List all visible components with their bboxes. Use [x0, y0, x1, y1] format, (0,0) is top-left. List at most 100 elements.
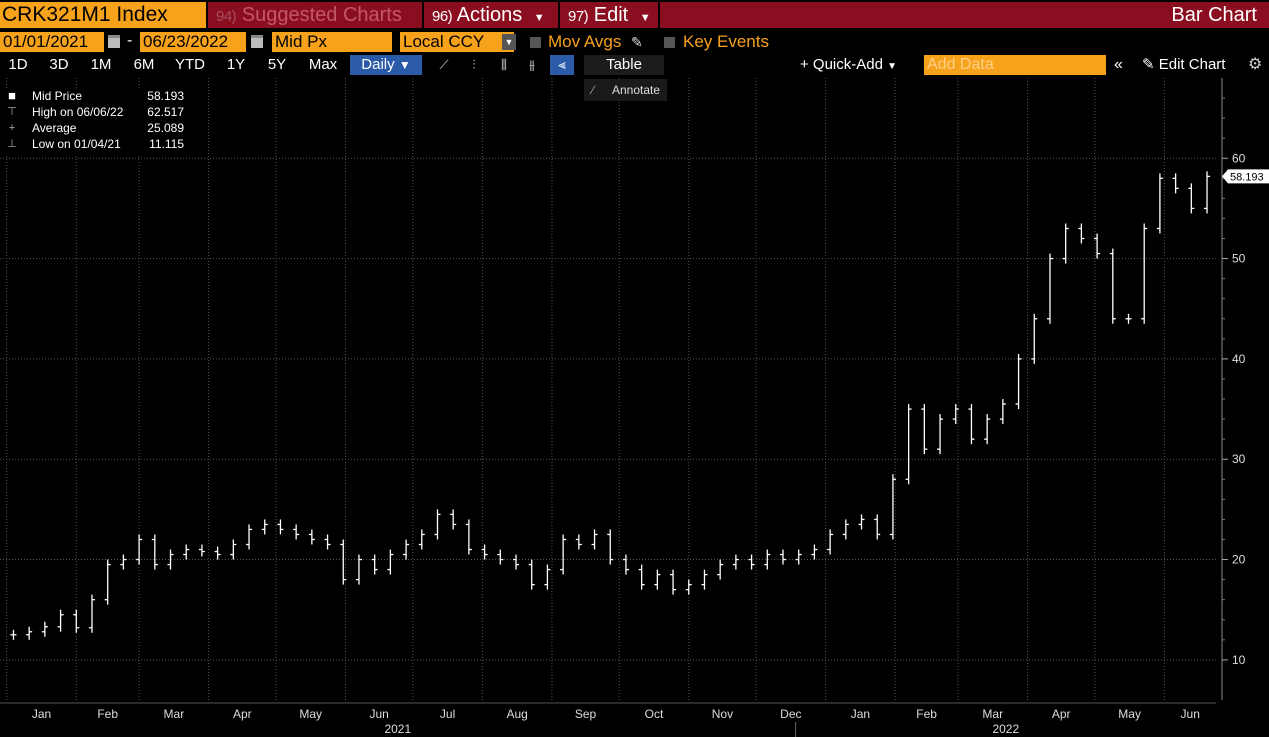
calendar-icon[interactable]: [251, 35, 263, 48]
controls-bar: 01/01/2021 - 06/23/2022 Mid Px Local CCY…: [0, 31, 1269, 53]
ticker-field[interactable]: CRK321M1 Index: [0, 2, 206, 28]
mov-avgs-label[interactable]: Mov Avgs: [548, 32, 622, 51]
year-label: 2021: [384, 722, 411, 736]
grid-layer: [0, 78, 1216, 700]
price-bar: [732, 554, 739, 570]
price-bar: [371, 554, 378, 575]
x-tick-label: Aug: [506, 707, 527, 721]
period-5y-button[interactable]: 5Y: [267, 56, 287, 73]
y-tick-label: 30: [1232, 452, 1246, 466]
price-bar: [246, 524, 253, 550]
pencil-icon[interactable]: ✎: [631, 34, 643, 50]
ohlc-chart-icon[interactable]: ⫶: [472, 57, 476, 72]
x-tick-label: Jan: [32, 707, 51, 721]
price-bar: [387, 549, 394, 575]
price-bar: [889, 474, 896, 540]
price-bar: [465, 519, 472, 555]
start-date-field[interactable]: 01/01/2021: [0, 32, 104, 52]
x-tick-label: Oct: [645, 707, 664, 721]
x-tick-label: Jun: [369, 707, 388, 721]
price-bar: [1062, 223, 1069, 264]
legend-value: 11.115: [149, 137, 184, 151]
mov-avgs-checkbox[interactable]: [530, 37, 541, 48]
candle-chart-icon[interactable]: ⫼: [501, 57, 507, 72]
suggested-charts-label: Suggested Charts: [241, 4, 402, 26]
price-bar: [811, 544, 818, 560]
price-bar: [481, 544, 488, 560]
legend-item[interactable]: ■ Mid Price 58.193: [6, 88, 186, 104]
price-bar: [670, 569, 677, 595]
x-tick-label: Jun: [1181, 707, 1200, 721]
price-bar: [1141, 223, 1148, 324]
axis-layer: Jan Feb Mar Apr May Jun Jul Aug Sep Oct Nov Dec Jan F…: [0, 78, 1269, 737]
frequency-select[interactable]: Daily ▼: [350, 55, 422, 75]
period-6m-button[interactable]: 6M: [133, 56, 155, 73]
period-max-button[interactable]: Max: [308, 56, 338, 73]
price-bar: [1125, 313, 1132, 324]
annotate-button[interactable]: ⁄ Annotate: [584, 79, 667, 101]
collapse-icon[interactable]: «: [1114, 56, 1123, 73]
price-bar: [434, 509, 441, 540]
period-1y-button[interactable]: 1Y: [226, 56, 246, 73]
high-marker-icon: ⊤: [7, 106, 17, 118]
y-tick-label: 10: [1232, 653, 1246, 667]
key-events-checkbox[interactable]: [664, 37, 675, 48]
price-bar: [1046, 253, 1053, 324]
add-data-input[interactable]: Add Data: [924, 55, 1106, 75]
price-bar: [968, 404, 975, 445]
x-tick-label: Mar: [164, 707, 185, 721]
price-bar: [779, 549, 786, 565]
chevron-down-icon[interactable]: ▼: [502, 34, 516, 50]
end-date-field[interactable]: 06/23/2022: [140, 32, 246, 52]
currency-select[interactable]: Local CCY: [400, 32, 514, 52]
price-bar: [528, 559, 535, 590]
period-ytd-button[interactable]: YTD: [175, 56, 205, 73]
price-bar: [858, 514, 865, 530]
price-field-select[interactable]: Mid Px: [272, 32, 392, 52]
period-3d-button[interactable]: 3D: [49, 56, 69, 73]
y-tick-label: 50: [1232, 252, 1246, 266]
price-bar: [1094, 233, 1101, 259]
x-tick-label: Sep: [575, 707, 597, 721]
y-tick-label: 40: [1232, 352, 1246, 366]
price-bar: [136, 534, 143, 565]
pencil-icon: ✎: [1142, 56, 1155, 73]
price-bar: [183, 544, 190, 560]
price-bar: [73, 609, 80, 633]
line-chart-icon[interactable]: ⟋: [439, 57, 449, 72]
actions-menu-button[interactable]: 96) Actions ▼: [424, 2, 558, 28]
chart-legend: ■ Mid Price 58.193 ⊤ High on 06/06/22 62…: [6, 88, 186, 154]
table-button[interactable]: Table: [584, 55, 664, 75]
price-bar: [874, 514, 881, 540]
price-bar: [654, 569, 661, 590]
x-tick-label: Apr: [1052, 707, 1071, 721]
price-bar: [450, 509, 457, 530]
low-marker-icon: ⊥: [7, 138, 17, 150]
year-label: 2022: [992, 722, 1019, 736]
period-1m-button[interactable]: 1M: [90, 56, 112, 73]
period-1d-button[interactable]: 1D: [8, 56, 28, 73]
edit-menu-button[interactable]: 97) Edit ▼: [560, 2, 658, 28]
legend-name: Low on 01/04/21: [32, 137, 121, 151]
price-bar: [57, 609, 64, 632]
edit-chart-label: Edit Chart: [1158, 56, 1226, 73]
price-bar: [1015, 353, 1022, 410]
calendar-icon[interactable]: [108, 35, 120, 48]
price-bar: [921, 404, 928, 455]
bar-chart-icon[interactable]: ⫷: [550, 55, 574, 75]
edit-chart-button[interactable]: ✎ Edit Chart: [1142, 55, 1225, 75]
x-tick-label: Jul: [440, 707, 455, 721]
annotate-label: Annotate: [612, 83, 661, 97]
price-bar: [1078, 223, 1085, 244]
price-bar: [560, 534, 567, 575]
suggested-charts-number: 94): [216, 8, 237, 25]
quick-add-button[interactable]: + Quick-Add ▼: [800, 55, 897, 75]
price-bar: [984, 414, 991, 445]
gear-icon[interactable]: ⚙: [1248, 56, 1263, 73]
key-events-label[interactable]: Key Events: [683, 32, 769, 51]
suggested-charts-button[interactable]: 94) Suggested Charts: [208, 2, 422, 28]
price-bar: [418, 529, 425, 550]
quick-add-label: + Quick-Add: [800, 56, 883, 73]
hlc-chart-icon[interactable]: ⫵: [529, 57, 535, 72]
